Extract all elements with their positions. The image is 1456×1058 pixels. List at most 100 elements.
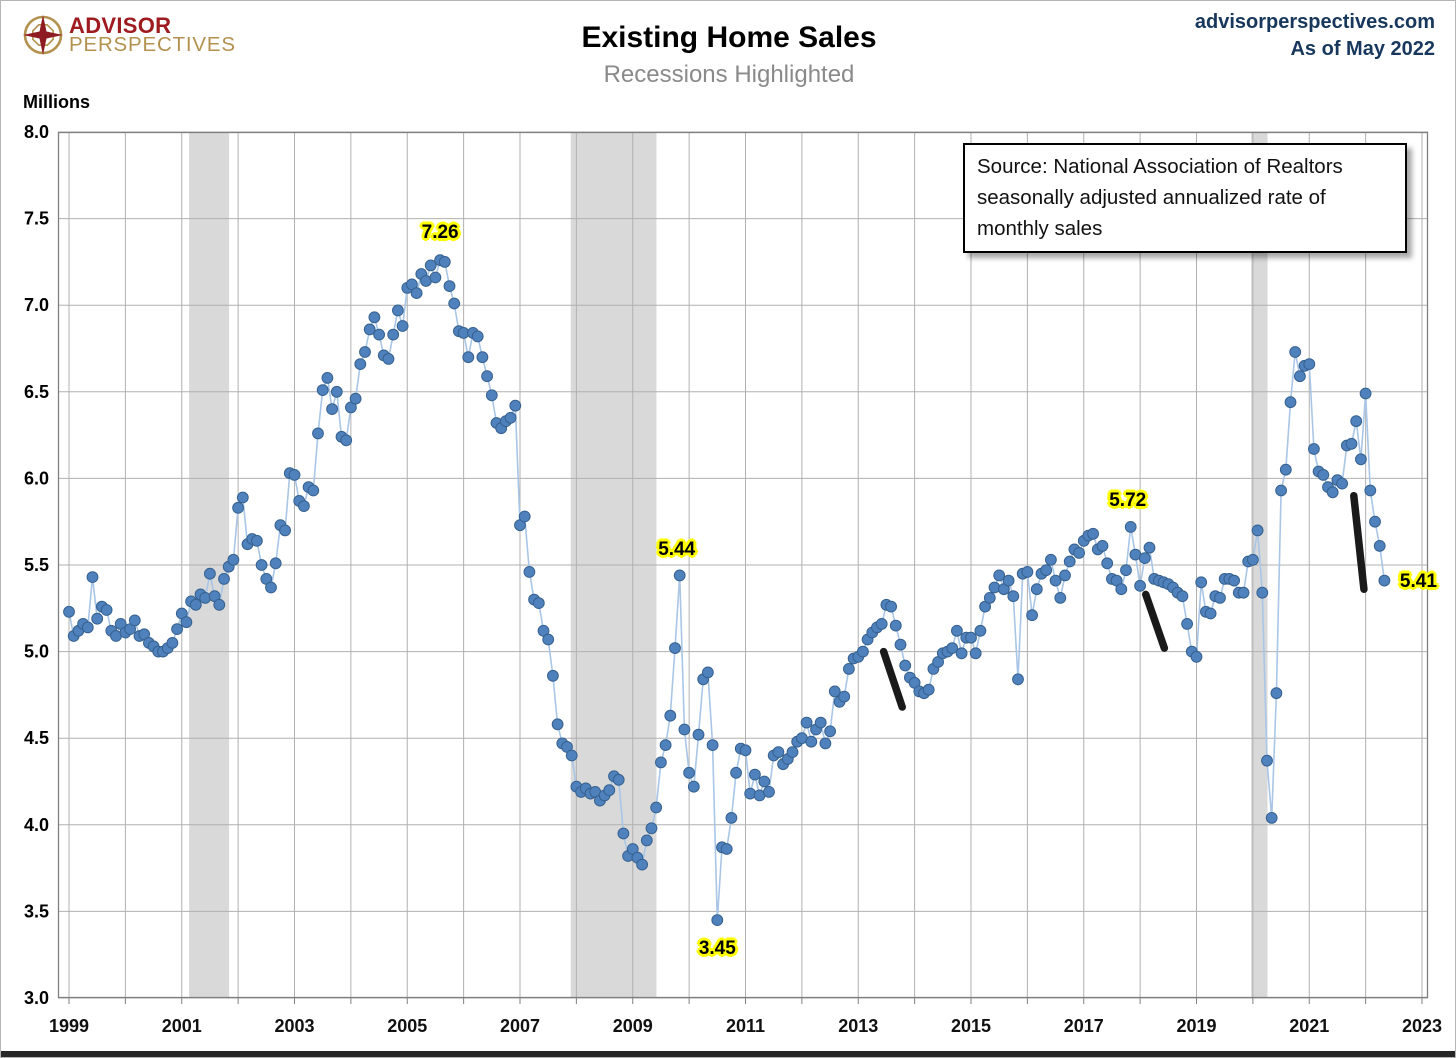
data-point (946, 642, 959, 654)
data-point (1251, 524, 1264, 537)
data-point (321, 372, 334, 384)
data-point (542, 633, 555, 646)
data-point (424, 259, 437, 272)
x-axis-tick-label: 1999 (49, 1016, 89, 1036)
data-point (875, 618, 888, 630)
data-point (1237, 586, 1250, 599)
data-point (1204, 607, 1217, 620)
data-point (387, 328, 400, 341)
data-point (189, 598, 202, 611)
data-point (128, 614, 141, 627)
data-point (523, 566, 536, 578)
data-point (373, 328, 386, 341)
data-point (1007, 590, 1020, 603)
data-point (476, 351, 489, 364)
data-point (1195, 576, 1208, 589)
data-point (1275, 484, 1287, 497)
data-point (843, 663, 855, 675)
data-point (1040, 564, 1053, 577)
data-point (951, 624, 963, 637)
data-point (396, 320, 409, 332)
data-point (1120, 564, 1132, 577)
data-point (171, 623, 184, 635)
data-point (969, 647, 982, 660)
y-axis-tick-label: 7.0 (24, 295, 49, 315)
site-url-text: advisorperspectives.com (1194, 11, 1435, 33)
data-point (885, 600, 897, 613)
data-point (481, 370, 494, 383)
data-point (509, 399, 522, 412)
data-point (1373, 540, 1386, 552)
data-point (1002, 574, 1015, 587)
data-point (1279, 463, 1292, 476)
data-point (236, 491, 249, 504)
data-point (706, 739, 719, 751)
data-point (91, 612, 104, 625)
data-point (805, 735, 818, 748)
data-point (1355, 453, 1367, 466)
data-point (1059, 569, 1071, 582)
site-block: advisorperspectives.com As of May 2022 (1195, 11, 1435, 61)
data-point (316, 384, 329, 397)
y-axis-tick-label: 6.5 (24, 382, 49, 402)
data-point (1308, 443, 1320, 455)
data-point (429, 271, 442, 284)
data-point (692, 728, 705, 741)
data-point (392, 304, 404, 317)
data-point (1261, 754, 1273, 767)
data-point (1115, 583, 1128, 596)
data-point (100, 604, 113, 616)
data-point (166, 637, 179, 649)
data-point (612, 773, 625, 786)
data-point (758, 775, 771, 788)
y-axis-tick-label: 6.0 (24, 468, 49, 488)
data-point (650, 801, 663, 814)
data-point (739, 744, 752, 757)
data-point (617, 827, 630, 840)
data-point (1247, 553, 1259, 566)
logo-wordmark: ADVISOR PERSPECTIVES (69, 13, 236, 55)
data-point (1284, 396, 1297, 409)
data-point (354, 358, 367, 371)
data-point (744, 787, 757, 800)
data-point (749, 768, 761, 781)
data-point (1134, 579, 1146, 592)
data-point (340, 434, 353, 447)
compass-rose-icon (23, 15, 63, 55)
data-point (1350, 415, 1363, 428)
data-point (269, 557, 282, 570)
data-point (382, 353, 395, 365)
data-point (1181, 618, 1193, 630)
data-point (63, 605, 75, 618)
data-point (359, 346, 371, 358)
data-point (251, 534, 263, 547)
data-point (265, 581, 277, 594)
data-point (889, 619, 902, 632)
data-point (1030, 583, 1043, 596)
y-axis-tick-label: 8.0 (24, 122, 49, 142)
data-point (565, 749, 578, 762)
data-point (1256, 586, 1269, 599)
data-point (368, 311, 381, 324)
data-point (730, 766, 742, 779)
data-point (993, 569, 1006, 582)
data-point (1303, 358, 1316, 371)
x-axis-tick-label: 2023 (1402, 1016, 1442, 1036)
trend-segment (1350, 491, 1368, 593)
data-point (899, 659, 912, 672)
data-point (81, 621, 94, 634)
data-point (678, 723, 691, 736)
data-point (983, 592, 996, 604)
data-point (1101, 557, 1114, 570)
data-point (227, 553, 240, 566)
data-point (532, 597, 545, 609)
data-point (204, 567, 216, 580)
data-point (1214, 592, 1226, 604)
data-point (307, 484, 320, 497)
data-point (471, 330, 484, 343)
data-point (1054, 592, 1067, 604)
data-point (1359, 387, 1372, 400)
data-point (1336, 477, 1348, 490)
